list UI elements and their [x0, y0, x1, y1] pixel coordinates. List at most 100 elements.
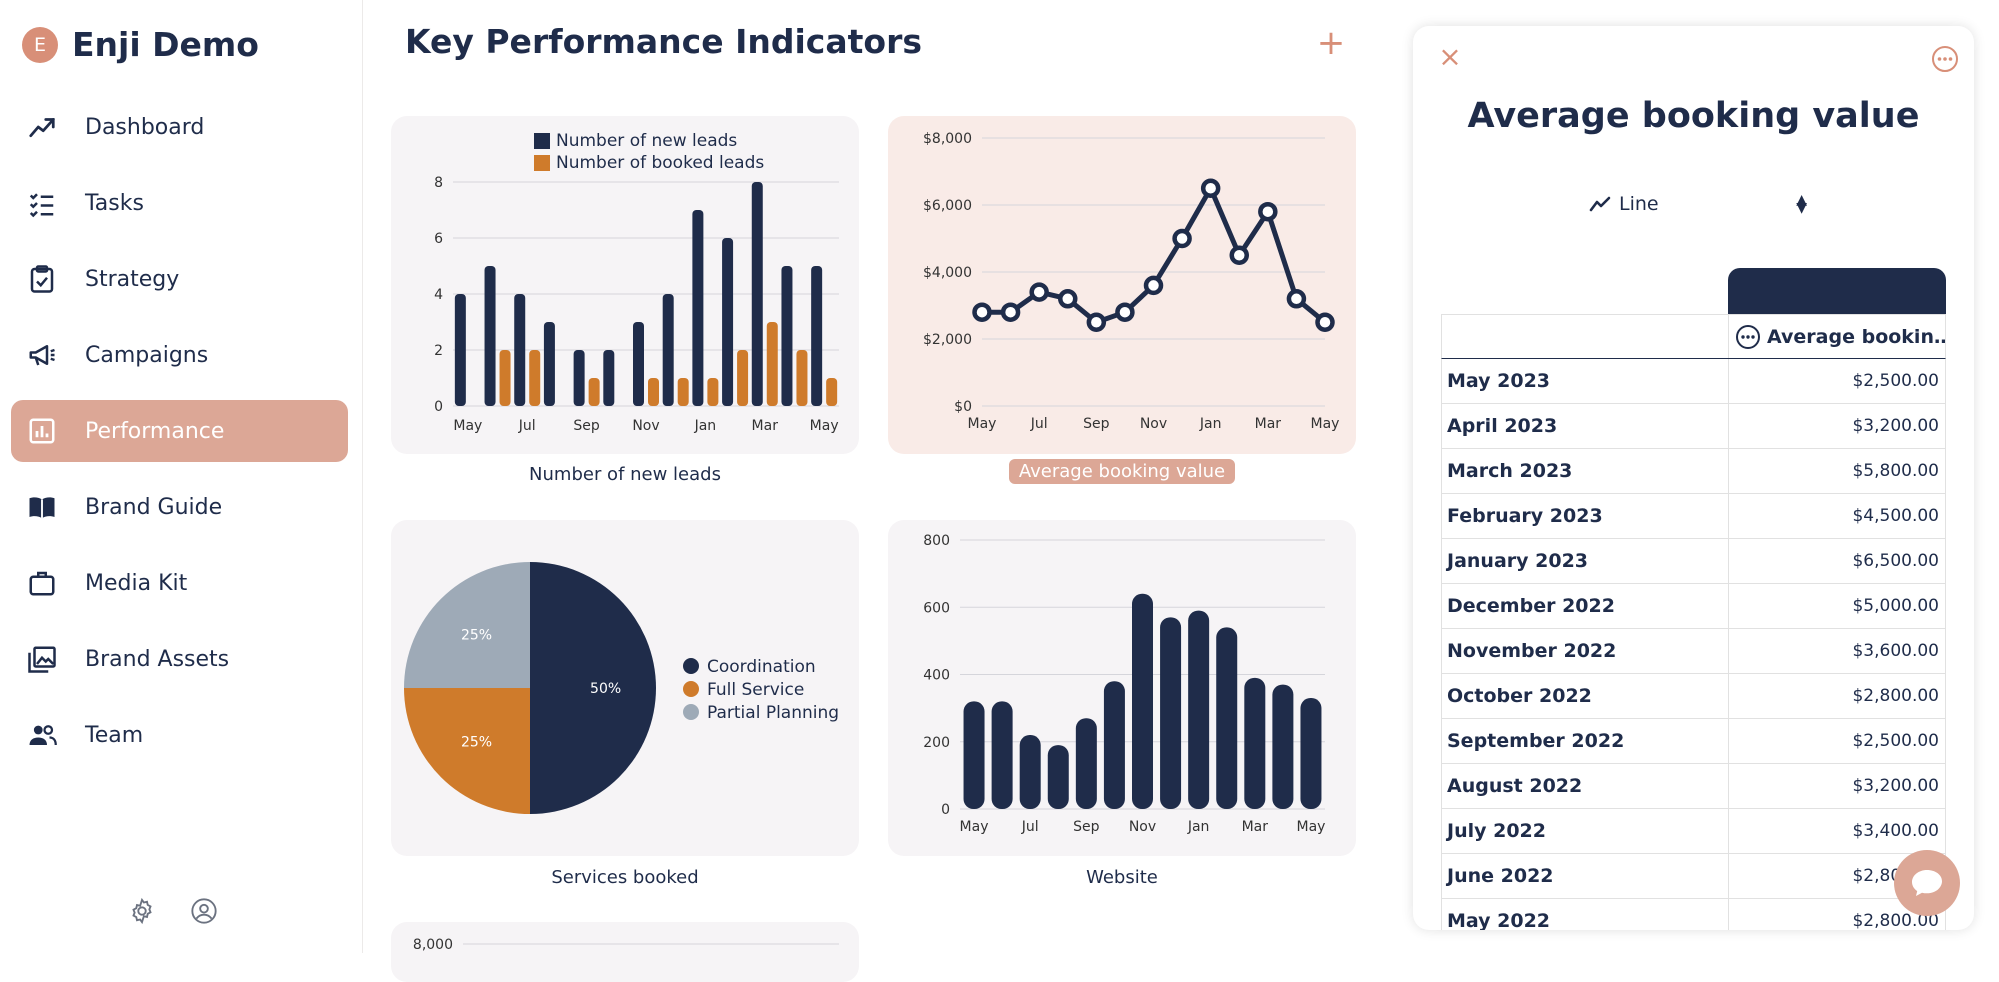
- more-options-icon[interactable]: [1930, 44, 1960, 74]
- table-row[interactable]: March 2023 $5,800.00: [1441, 449, 1946, 494]
- table-row[interactable]: December 2022 $5,000.00: [1441, 584, 1946, 629]
- bar-booked-leads[interactable]: [588, 378, 600, 406]
- sidebar-item-media-kit[interactable]: Media Kit: [11, 552, 348, 614]
- table-row[interactable]: July 2022 $3,400.00: [1441, 809, 1946, 854]
- table-row[interactable]: September 2022 $2,500.00: [1441, 719, 1946, 764]
- booking-data-point[interactable]: [972, 302, 992, 322]
- bar-booked-leads[interactable]: [737, 350, 749, 406]
- bar-new-leads[interactable]: [633, 322, 644, 406]
- table-row[interactable]: May 2022 $2,800.00: [1441, 899, 1946, 930]
- add-kpi-button[interactable]: +: [1316, 23, 1346, 63]
- column-options-icon[interactable]: [1735, 324, 1761, 350]
- table-row[interactable]: November 2022 $3,600.00: [1441, 629, 1946, 674]
- settings-gear-icon[interactable]: [126, 895, 158, 927]
- chart-type-select[interactable]: Line ▲ ▼: [1589, 188, 1807, 220]
- pie-slice-coordination[interactable]: [530, 562, 656, 814]
- booking-data-point[interactable]: [1258, 201, 1278, 222]
- booking-data-point[interactable]: [1000, 302, 1021, 322]
- sidebar-item-strategy[interactable]: Strategy: [11, 248, 348, 310]
- booking-data-point[interactable]: [1086, 312, 1107, 332]
- sidebar-item-brand-guide[interactable]: Brand Guide: [11, 476, 348, 538]
- bar-new-leads[interactable]: [484, 266, 496, 406]
- pie-slice-full-service[interactable]: [404, 688, 530, 814]
- bar-new-leads[interactable]: [751, 182, 763, 406]
- chart-type-label: Line: [1619, 193, 1659, 215]
- bar-booked-leads[interactable]: [826, 378, 838, 406]
- bar-booked-leads[interactable]: [499, 350, 511, 406]
- bar-website[interactable]: [1075, 718, 1097, 809]
- sidebar-item-dashboard[interactable]: Dashboard: [11, 96, 348, 158]
- bar-website[interactable]: [1132, 593, 1153, 809]
- sidebar-item-brand-assets[interactable]: Brand Assets: [11, 628, 348, 690]
- bar-booked-leads[interactable]: [648, 378, 659, 406]
- table-row[interactable]: April 2023 $3,200.00: [1441, 404, 1946, 449]
- bar-booked-leads[interactable]: [529, 350, 541, 406]
- bar-new-leads[interactable]: [781, 266, 793, 406]
- month-cell: May 2022: [1442, 899, 1729, 930]
- chat-launcher-button[interactable]: [1894, 850, 1960, 916]
- booking-chart-card[interactable]: $0 $2,000 $4,000 $6,000 $8,000 May Jul Sep Nov Ja…: [888, 116, 1356, 454]
- website-chart-card[interactable]: 0 200 400 600 800 May Jul Sep Nov Jan Mar May: [888, 520, 1356, 856]
- bar-new-leads[interactable]: [811, 266, 823, 406]
- table-row[interactable]: February 2023 $4,500.00: [1441, 494, 1946, 539]
- value-column-header[interactable]: Average bookin…: [1729, 315, 1945, 358]
- bar-website[interactable]: [1300, 698, 1322, 809]
- sidebar-item-tasks[interactable]: Tasks: [11, 172, 348, 234]
- close-icon[interactable]: ×: [1438, 40, 1462, 73]
- bar-booked-leads[interactable]: [677, 378, 689, 406]
- bar-new-leads[interactable]: [603, 350, 615, 406]
- x-tick-label: Jul: [1030, 416, 1048, 432]
- leads-chart-card[interactable]: 0 2 4 6 8 May Jul Sep Nov Jan Mar May Number of new …: [391, 116, 859, 454]
- bar-booked-leads[interactable]: [796, 350, 808, 406]
- y-tick-label: $8,000: [923, 131, 972, 147]
- panel-title: Average booking value: [1467, 96, 1920, 136]
- booking-data-point[interactable]: [1058, 289, 1078, 309]
- services-chart-card[interactable]: 50% Coordination 25% Full Service 25% Partial…: [391, 520, 859, 856]
- brand[interactable]: E Enji Demo: [22, 25, 259, 64]
- booking-data-point[interactable]: [1286, 289, 1307, 309]
- sidebar-item-performance[interactable]: Performance: [11, 400, 348, 462]
- x-tick-label: May: [960, 819, 989, 835]
- bar-website[interactable]: [1160, 617, 1182, 809]
- bar-new-leads[interactable]: [722, 238, 734, 406]
- bar-booked-leads[interactable]: [707, 378, 719, 406]
- table-row[interactable]: August 2022 $3,200.00: [1441, 764, 1946, 809]
- partial-chart-card[interactable]: 8,000: [391, 922, 859, 982]
- bar-website[interactable]: [1216, 627, 1238, 809]
- bar-new-leads[interactable]: [573, 350, 585, 406]
- table-row[interactable]: January 2023 $6,500.00: [1441, 539, 1946, 584]
- sidebar-item-campaigns[interactable]: Campaigns: [11, 324, 348, 386]
- booking-data-point[interactable]: [1143, 275, 1164, 296]
- bar-new-leads[interactable]: [514, 294, 526, 406]
- bar-website[interactable]: [1103, 681, 1125, 809]
- sidebar-item-team[interactable]: Team: [11, 704, 348, 766]
- table-row[interactable]: June 2022$2,800.00: [1441, 854, 1946, 899]
- bar-new-leads[interactable]: [454, 294, 466, 406]
- booking-data-point[interactable]: [1029, 282, 1049, 302]
- bar-website[interactable]: [1047, 745, 1069, 809]
- booking-data-point[interactable]: [1115, 302, 1135, 322]
- x-tick-label: Mar: [752, 418, 779, 434]
- bar-website[interactable]: [991, 701, 1013, 809]
- table-row[interactable]: October 2022 $2,800.00: [1441, 674, 1946, 719]
- bar-website[interactable]: [1272, 684, 1294, 809]
- booking-data-point[interactable]: [1200, 178, 1221, 198]
- pie-slice-partial-planning[interactable]: [404, 562, 530, 688]
- bar-new-leads[interactable]: [692, 210, 704, 406]
- month-cell: November 2022: [1442, 629, 1729, 673]
- bar-website[interactable]: [1188, 610, 1210, 809]
- booking-data-point[interactable]: [1315, 312, 1335, 332]
- bar-website[interactable]: [1244, 677, 1266, 809]
- value-cell: $3,200.00: [1852, 776, 1939, 796]
- bar-new-leads[interactable]: [543, 322, 555, 406]
- bar-new-leads[interactable]: [662, 294, 674, 406]
- month-cell: June 2022: [1442, 854, 1729, 898]
- booking-data-point[interactable]: [1229, 245, 1249, 265]
- bar-booked-leads[interactable]: [766, 322, 778, 406]
- table-row[interactable]: May 2023 $2,500.00: [1441, 359, 1946, 404]
- bar-website[interactable]: [963, 701, 985, 809]
- month-cell: May 2023: [1442, 359, 1729, 403]
- user-account-icon[interactable]: [188, 895, 220, 927]
- bar-website[interactable]: [1019, 735, 1041, 809]
- booking-data-point[interactable]: [1172, 228, 1192, 249]
